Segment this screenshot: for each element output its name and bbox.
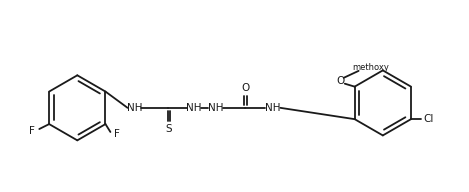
Text: Cl: Cl [424, 114, 434, 124]
Text: F: F [114, 129, 120, 139]
Text: NH: NH [186, 103, 201, 113]
Text: NH: NH [265, 103, 280, 113]
Text: NH: NH [127, 103, 142, 113]
Text: S: S [166, 123, 172, 133]
Text: O: O [337, 76, 345, 86]
Text: O: O [241, 83, 250, 93]
Text: methoxy: methoxy [352, 63, 389, 72]
Text: NH: NH [207, 103, 223, 113]
Text: F: F [30, 126, 35, 136]
